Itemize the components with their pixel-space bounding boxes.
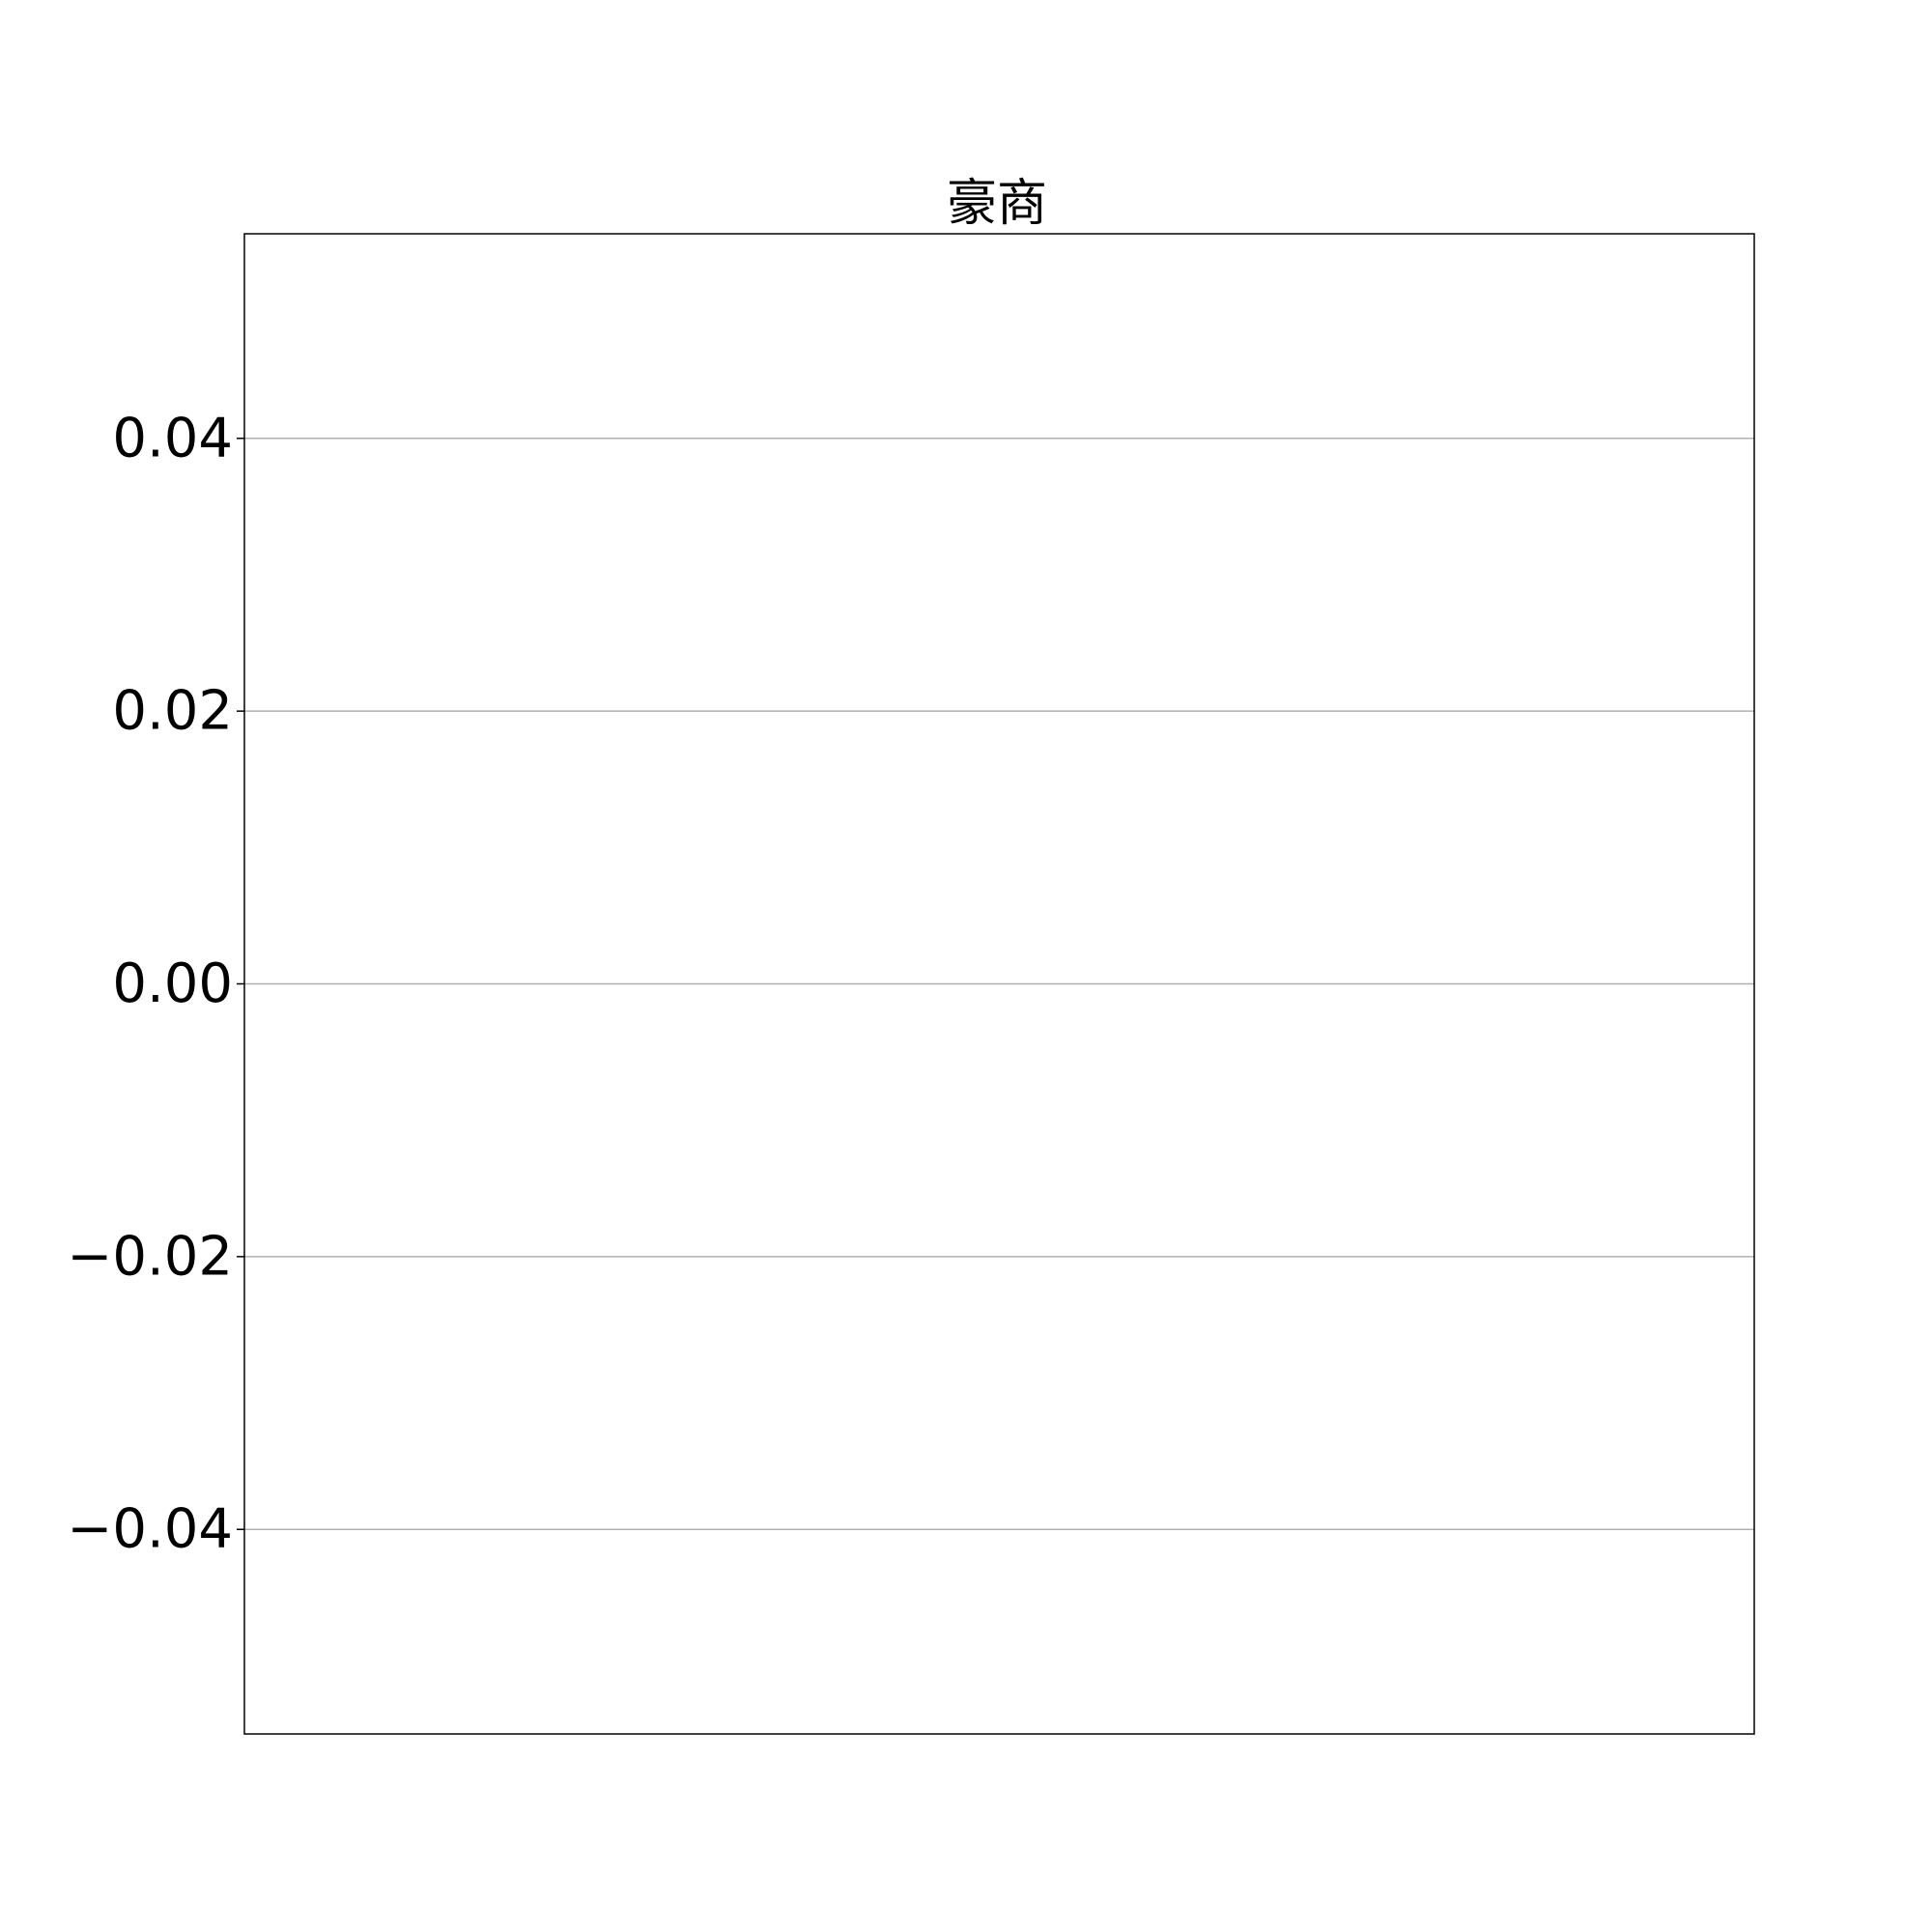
y-axis: 0.04 0.02 0.00 −0.02 −0.04 [67,407,244,1561]
y-tick-label: 0.02 [112,680,233,743]
y-tick-label: 0.00 [112,952,233,1015]
y-tick-label: −0.02 [67,1225,233,1288]
y-tick-label: 0.04 [112,407,233,469]
y-gridlines [244,438,1754,1530]
y-tick-label: −0.04 [67,1498,233,1561]
chart-title: 豪商 [947,175,1047,233]
plot-area-frame [243,233,1755,1735]
